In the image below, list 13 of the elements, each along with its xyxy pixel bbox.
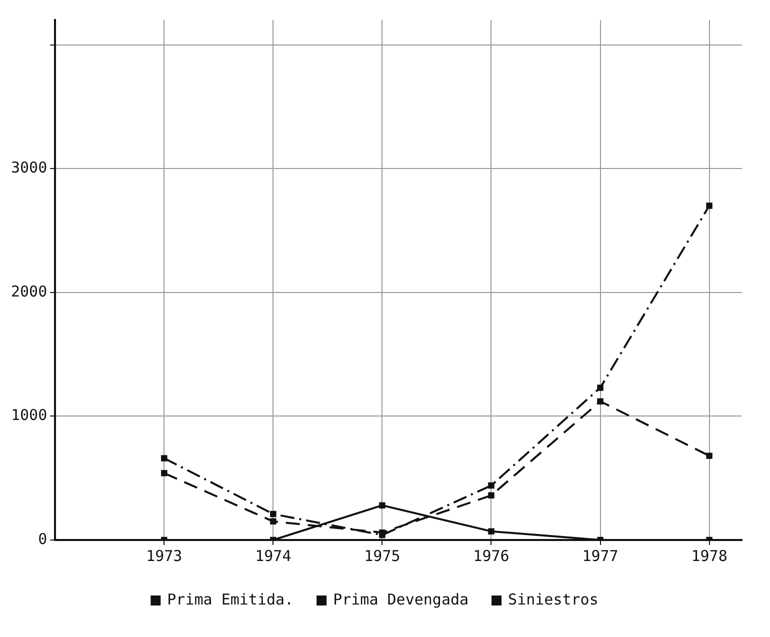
x-tick-label: 1973 bbox=[146, 546, 182, 565]
legend-label: Prima Emitida. bbox=[167, 590, 294, 608]
legend-label: Siniestros bbox=[508, 590, 598, 608]
x-tick-label: 1975 bbox=[364, 546, 400, 565]
y-tick-label: 3000 bbox=[11, 158, 48, 176]
x-tick-label: 1974 bbox=[255, 546, 292, 565]
y-tick-label: 0 bbox=[38, 530, 48, 548]
x-tick-label: 1977 bbox=[582, 546, 618, 565]
x-tick-label: 1976 bbox=[473, 546, 510, 565]
y-tick-label: 2000 bbox=[11, 282, 48, 300]
legend-label: Prima Devengada bbox=[333, 590, 469, 608]
y-tick-label: 1000 bbox=[11, 406, 48, 424]
x-tick-label: 1978 bbox=[691, 546, 728, 565]
